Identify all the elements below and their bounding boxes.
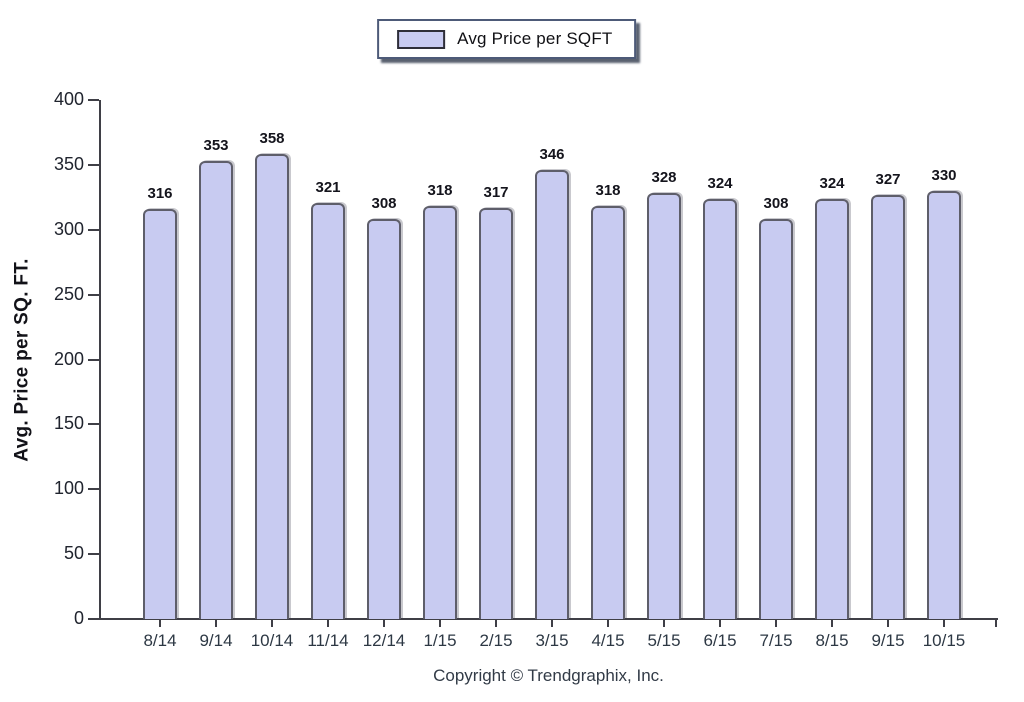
x-tick: [831, 620, 833, 627]
bar: [143, 209, 177, 619]
y-tick: [88, 163, 99, 166]
y-tick-label: 300: [53, 218, 84, 239]
bar: [927, 191, 961, 619]
y-tick-label: 0: [73, 608, 84, 628]
x-tick: [215, 620, 217, 627]
x-tick: [327, 620, 329, 627]
x-tick: [383, 620, 385, 627]
bar-value-label: 318: [427, 182, 453, 199]
bar-value-label: 321: [315, 179, 341, 196]
bar-value-label: 308: [763, 195, 789, 212]
y-tick-label: 150: [53, 413, 84, 434]
bar: [479, 208, 513, 619]
y-tick-label: 400: [53, 89, 84, 109]
x-tick-label: 4/15: [591, 631, 625, 650]
x-tick-label: 7/15: [759, 631, 793, 650]
x-axis-line: [88, 618, 998, 620]
bar: [311, 203, 345, 619]
y-tick: [88, 488, 99, 491]
y-tick-label: 250: [53, 283, 84, 304]
y-axis-line: [99, 100, 101, 620]
x-tick-label: 2/15: [479, 631, 513, 650]
x-tick: [439, 620, 441, 627]
bar: [703, 199, 737, 619]
bar-value-label: 358: [259, 130, 285, 147]
x-tick-label: 3/15: [535, 631, 569, 650]
y-tick-label: 100: [53, 478, 84, 499]
y-tick: [88, 358, 99, 361]
bar-value-label: 324: [707, 175, 733, 192]
bar-value-label: 318: [595, 182, 621, 199]
x-tick-label: 12/14: [362, 631, 406, 650]
x-tick: [159, 620, 161, 627]
x-tick-label: 9/14: [199, 631, 233, 650]
bar-value-label: 317: [483, 184, 509, 201]
y-tick: [88, 423, 99, 426]
x-tick-label: 5/15: [647, 631, 681, 650]
bar-value-label: 330: [931, 167, 957, 184]
x-tick: [607, 620, 609, 627]
x-tick: [551, 620, 553, 627]
x-tick: [663, 620, 665, 627]
bar-value-label: 346: [539, 146, 565, 163]
copyright-text: Copyright © Trendgraphix, Inc.: [433, 666, 664, 685]
bar-value-label: 327: [875, 171, 901, 188]
y-tick: [88, 553, 99, 556]
y-tick: [88, 228, 99, 231]
bar: [199, 161, 233, 619]
y-tick-label: 350: [53, 153, 84, 174]
bar: [255, 154, 289, 619]
x-tick: [887, 620, 889, 627]
bar-value-label: 353: [203, 137, 229, 154]
x-tick-label: 8/14: [143, 631, 177, 650]
x-axis-end-tick: [995, 620, 997, 627]
bar: [815, 199, 849, 619]
y-tick: [88, 293, 99, 296]
bar: [871, 195, 905, 619]
x-tick: [271, 620, 273, 627]
bar: [367, 219, 401, 619]
y-tick: [88, 99, 99, 101]
x-tick-label: 10/15: [922, 631, 966, 650]
y-tick-label: 200: [53, 348, 84, 369]
x-tick-label: 6/15: [703, 631, 737, 650]
bar: [535, 170, 569, 619]
bar: [647, 193, 681, 619]
bar-value-label: 308: [371, 195, 397, 212]
bar: [423, 206, 457, 619]
legend-label: Avg Price per SQFT: [457, 29, 613, 48]
x-tick: [943, 620, 945, 627]
bar-value-label: 316: [147, 185, 173, 202]
x-tick: [495, 620, 497, 627]
bar-value-label: 324: [819, 175, 845, 192]
y-tick-label: 50: [63, 543, 84, 564]
bar: [759, 219, 793, 619]
x-tick-label: 1/15: [423, 631, 457, 650]
x-tick-label: 8/15: [815, 631, 849, 650]
x-tick-label: 11/14: [307, 631, 349, 650]
legend-swatch: [397, 29, 446, 49]
bar-value-label: 328: [651, 169, 677, 186]
legend: Avg Price per SQFT: [377, 19, 637, 59]
y-tick: [88, 618, 99, 620]
bar: [591, 206, 625, 619]
x-tick-label: 9/15: [871, 631, 905, 650]
x-tick: [775, 620, 777, 627]
x-tick-label: 10/14: [250, 631, 294, 650]
x-tick: [719, 620, 721, 627]
